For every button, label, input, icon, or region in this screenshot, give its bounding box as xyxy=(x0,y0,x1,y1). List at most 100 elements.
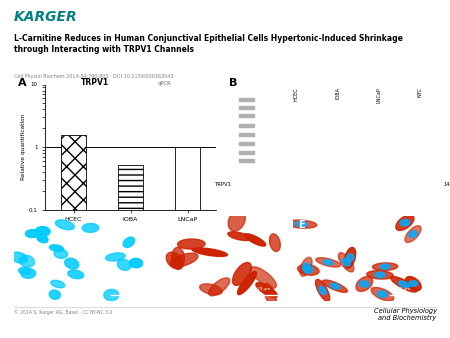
Ellipse shape xyxy=(178,239,205,249)
Text: NTC: NTC xyxy=(418,87,423,97)
Ellipse shape xyxy=(400,219,410,226)
Ellipse shape xyxy=(373,263,398,270)
Ellipse shape xyxy=(346,254,354,262)
Ellipse shape xyxy=(104,289,119,301)
Ellipse shape xyxy=(342,259,350,266)
Ellipse shape xyxy=(315,280,330,301)
Ellipse shape xyxy=(296,221,307,227)
Text: D: D xyxy=(158,220,166,230)
Text: qPCR: qPCR xyxy=(158,81,171,86)
Ellipse shape xyxy=(18,267,31,274)
Bar xyxy=(239,159,254,162)
Ellipse shape xyxy=(399,281,410,288)
Ellipse shape xyxy=(209,278,230,296)
Ellipse shape xyxy=(244,234,266,246)
Bar xyxy=(279,181,314,188)
Bar xyxy=(239,105,254,108)
Ellipse shape xyxy=(251,267,276,288)
Ellipse shape xyxy=(396,215,414,231)
Ellipse shape xyxy=(409,231,417,238)
Bar xyxy=(239,124,254,127)
Ellipse shape xyxy=(51,280,65,288)
Text: IOBA: IOBA xyxy=(335,87,340,99)
Ellipse shape xyxy=(319,286,326,295)
Text: LNCaP: LNCaP xyxy=(376,87,382,103)
Ellipse shape xyxy=(323,280,347,292)
Ellipse shape xyxy=(359,281,369,287)
Ellipse shape xyxy=(270,234,280,251)
Text: E: E xyxy=(298,220,304,230)
Text: HCEC: HCEC xyxy=(293,87,299,101)
Ellipse shape xyxy=(238,272,256,295)
Ellipse shape xyxy=(35,226,50,236)
Bar xyxy=(61,135,86,338)
Ellipse shape xyxy=(37,235,48,243)
Ellipse shape xyxy=(304,266,313,273)
Ellipse shape xyxy=(378,291,387,297)
Text: B: B xyxy=(230,78,238,88)
Ellipse shape xyxy=(356,276,373,291)
Ellipse shape xyxy=(256,283,277,297)
Ellipse shape xyxy=(300,257,312,276)
Ellipse shape xyxy=(50,245,64,251)
Ellipse shape xyxy=(324,260,333,265)
Text: 20 μm: 20 μm xyxy=(257,287,270,291)
Bar xyxy=(361,181,396,188)
Ellipse shape xyxy=(316,258,341,267)
Ellipse shape xyxy=(391,276,417,292)
Ellipse shape xyxy=(19,255,35,267)
Ellipse shape xyxy=(338,252,354,272)
Ellipse shape xyxy=(171,247,184,269)
Text: KARGER: KARGER xyxy=(14,10,77,24)
Ellipse shape xyxy=(233,262,252,286)
Bar xyxy=(239,150,254,153)
Ellipse shape xyxy=(49,290,60,299)
Ellipse shape xyxy=(25,230,40,238)
Ellipse shape xyxy=(200,284,222,295)
Ellipse shape xyxy=(11,252,27,263)
Bar xyxy=(118,165,143,338)
Ellipse shape xyxy=(375,272,385,278)
Ellipse shape xyxy=(166,252,183,269)
Bar xyxy=(239,114,254,117)
Ellipse shape xyxy=(192,248,227,257)
Text: 20 μm: 20 μm xyxy=(118,287,131,291)
Ellipse shape xyxy=(264,284,276,306)
Ellipse shape xyxy=(380,264,390,269)
Ellipse shape xyxy=(130,258,143,268)
Text: TRPV1: TRPV1 xyxy=(215,182,232,187)
Bar xyxy=(239,133,254,136)
Text: A: A xyxy=(18,78,27,88)
Ellipse shape xyxy=(228,232,250,240)
Ellipse shape xyxy=(344,247,356,268)
Bar xyxy=(175,147,200,338)
Ellipse shape xyxy=(54,249,68,258)
Ellipse shape xyxy=(106,253,125,261)
Ellipse shape xyxy=(170,253,198,267)
Ellipse shape xyxy=(123,237,135,247)
Ellipse shape xyxy=(302,263,310,270)
Ellipse shape xyxy=(117,259,131,270)
Ellipse shape xyxy=(297,265,319,275)
Bar xyxy=(320,181,355,188)
Text: Cell Physiol Biochem 2014;34:790-803 · DOI:10.1159/000363043: Cell Physiol Biochem 2014;34:790-803 · D… xyxy=(14,74,173,79)
Ellipse shape xyxy=(55,220,74,230)
Text: Cellular Physiology
and Biochemistry: Cellular Physiology and Biochemistry xyxy=(374,308,436,321)
Ellipse shape xyxy=(371,287,394,301)
Bar xyxy=(239,98,254,101)
Ellipse shape xyxy=(65,258,79,269)
Text: © 2014 S. Karger AG, Basel · CC BY-NC 3.0: © 2014 S. Karger AG, Basel · CC BY-NC 3.… xyxy=(14,309,112,315)
Ellipse shape xyxy=(228,210,245,231)
Text: 20 μm: 20 μm xyxy=(397,287,410,291)
Text: 149bp: 149bp xyxy=(443,182,450,187)
Ellipse shape xyxy=(405,276,421,291)
Ellipse shape xyxy=(330,283,340,289)
Ellipse shape xyxy=(286,220,317,228)
Ellipse shape xyxy=(68,270,84,279)
Text: L-Carnitine Reduces in Human Conjunctival Epithelial Cells Hypertonic-Induced Sh: L-Carnitine Reduces in Human Conjunctiva… xyxy=(14,34,402,54)
Ellipse shape xyxy=(405,226,421,243)
Text: TRPV1: TRPV1 xyxy=(81,78,109,87)
Bar xyxy=(239,142,254,145)
Ellipse shape xyxy=(21,268,36,278)
Y-axis label: Relative quantification: Relative quantification xyxy=(21,114,26,180)
